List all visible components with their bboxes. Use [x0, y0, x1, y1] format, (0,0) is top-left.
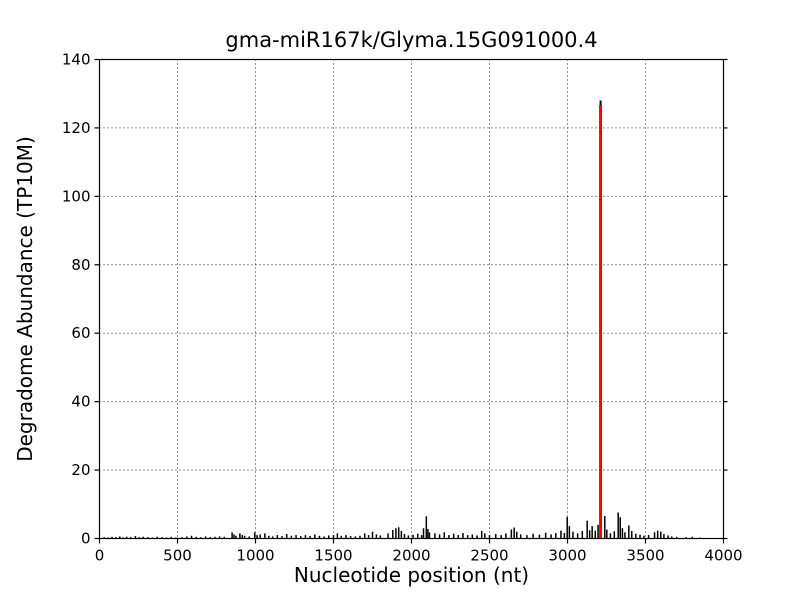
- x-tick-label: 3000: [548, 547, 586, 565]
- x-tick-label: 2000: [392, 547, 430, 565]
- y-tick-label: 120: [62, 119, 91, 137]
- y-tick-label: 40: [71, 393, 90, 411]
- x-tick-label: 2500: [470, 547, 508, 565]
- y-tick-label: 80: [71, 256, 90, 274]
- plot-border: [98, 58, 725, 540]
- axis-tick-labels: 0 500 1000 1500 2000 2500 3000 3500 4000 0 20 40 60 8…: [62, 51, 743, 565]
- x-tick-label: 4000: [704, 547, 742, 565]
- x-axis-label: Nucleotide position (nt): [294, 563, 529, 587]
- axis-ticks: [94, 58, 728, 544]
- chart-title: gma-miR167k/Glyma.15G091000.4: [225, 28, 597, 52]
- y-tick-label: 20: [71, 461, 90, 479]
- x-tick-label: 500: [163, 547, 192, 565]
- x-tick-label: 1000: [236, 547, 274, 565]
- degradome-peaks: [103, 512, 701, 539]
- y-tick-label: 0: [81, 530, 91, 548]
- y-tick-label: 100: [62, 187, 91, 205]
- x-tick-label: 0: [95, 547, 105, 565]
- y-tick-label: 60: [71, 324, 90, 342]
- gridlines: [99, 59, 724, 539]
- y-axis-label: Degradome Abundance (TP10M): [13, 136, 37, 462]
- x-tick-label: 3500: [626, 547, 664, 565]
- x-tick-label: 1500: [314, 547, 352, 565]
- y-tick-label: 140: [62, 51, 91, 69]
